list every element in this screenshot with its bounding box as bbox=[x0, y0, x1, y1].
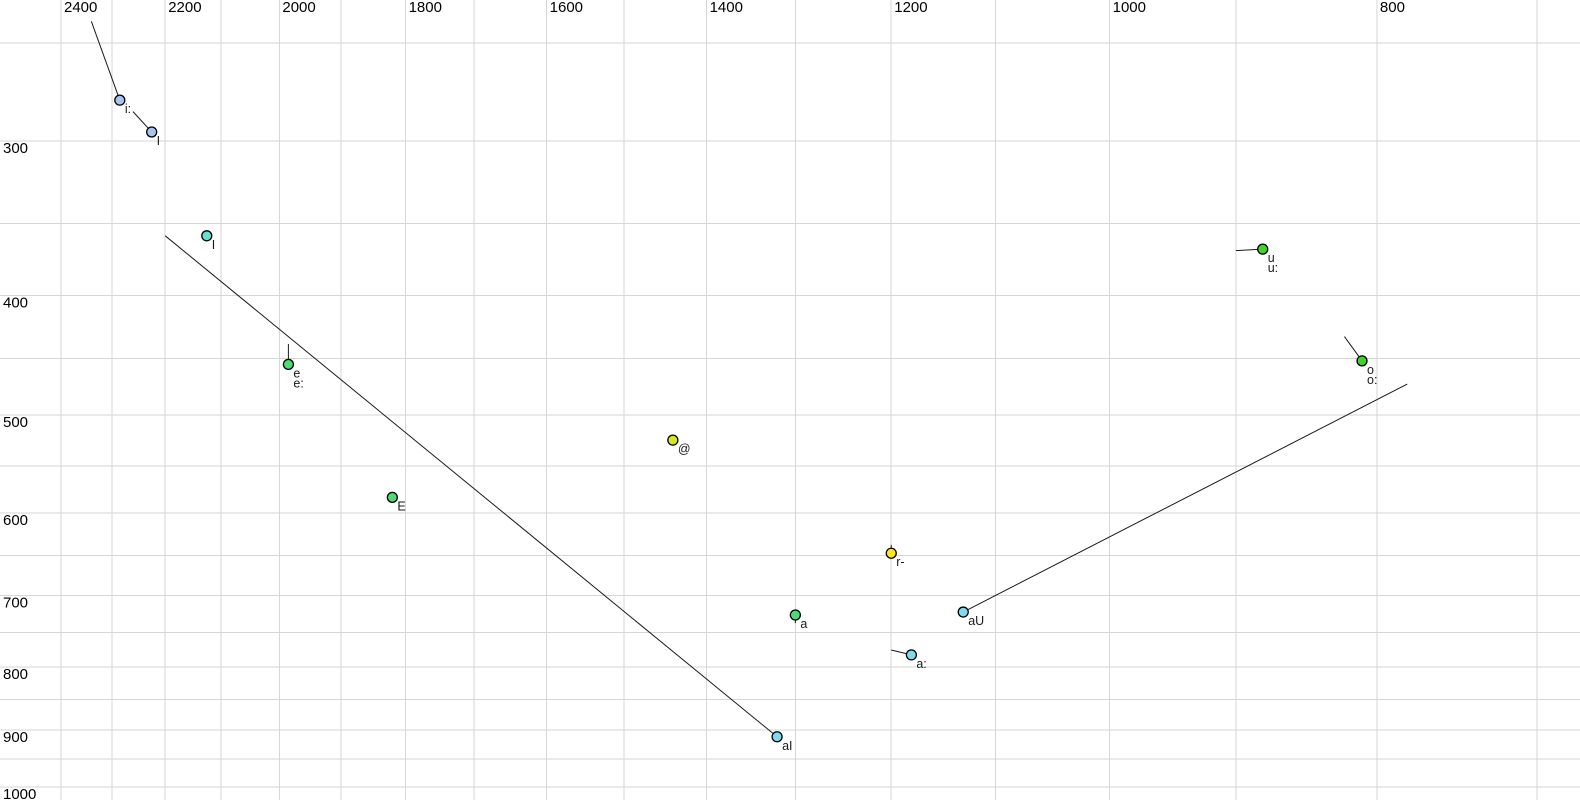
vowel-label-r-: r- bbox=[896, 555, 904, 569]
vowel-label-u-u:: u u: bbox=[1268, 251, 1278, 275]
vowel-label-a: a bbox=[800, 617, 807, 631]
x-tick-label-2200: 2200 bbox=[168, 0, 201, 16]
y-tick-label-600: 600 bbox=[3, 512, 28, 529]
vowel-label-a:: a: bbox=[916, 657, 926, 671]
vowel-point-a bbox=[789, 609, 802, 621]
glide-line-aI bbox=[164, 235, 778, 738]
vowel-label-E: E bbox=[397, 499, 405, 513]
tick-labels-layer: 2400 2200 2000 1800 1600 1400 1200 1000 800 300 40… bbox=[3, 0, 1405, 800]
y-tick-label-1000: 1000 bbox=[3, 786, 36, 800]
vowel-point-u-u: bbox=[1257, 243, 1269, 255]
vowel-label-line: i: bbox=[125, 102, 131, 116]
vowel-label-line: I bbox=[157, 134, 160, 148]
vowel-label-line: u: bbox=[1268, 261, 1278, 275]
vowel-label-line: I bbox=[212, 238, 215, 252]
vowel-point-aU bbox=[957, 606, 969, 618]
vowel-label-aU: aU bbox=[968, 614, 984, 628]
vowel-label-line: e: bbox=[293, 376, 303, 390]
vowel-label-line: e bbox=[293, 366, 300, 380]
y-tick-label-300: 300 bbox=[3, 140, 28, 157]
y-tick-label-500: 500 bbox=[3, 414, 28, 431]
vowel-label-line: u bbox=[1268, 251, 1275, 265]
x-tick-label-1000: 1000 bbox=[1113, 0, 1146, 16]
glide-line-aU bbox=[963, 383, 1408, 613]
vowel-label-line: E bbox=[397, 499, 405, 513]
vowel-label-I: I bbox=[212, 238, 215, 252]
vowel-label-e-e:: e e: bbox=[293, 366, 303, 390]
vowel-point-aI bbox=[771, 731, 783, 743]
y-tick-label-800: 800 bbox=[3, 666, 28, 683]
vowel-label-aI: aI bbox=[782, 739, 792, 753]
vowel-point-e-e: bbox=[282, 358, 295, 371]
vowel-point-@ bbox=[667, 434, 679, 446]
vowel-point-i: bbox=[114, 94, 126, 106]
vowel-points-layer bbox=[114, 94, 1368, 743]
y-tick-label-900: 900 bbox=[3, 729, 28, 746]
glide-lines-layer bbox=[90, 21, 1408, 738]
vowel-point-r- bbox=[885, 547, 897, 559]
glide-line-i: bbox=[90, 21, 121, 101]
vowel-label-line: o: bbox=[1367, 373, 1377, 387]
x-tick-label-2000: 2000 bbox=[282, 0, 315, 16]
vowel-label-i:: i: bbox=[125, 102, 131, 116]
x-tick-label-800: 800 bbox=[1380, 0, 1405, 16]
vowel-label-line: @ bbox=[678, 442, 691, 456]
vowel-label-I: I bbox=[157, 134, 160, 148]
vowel-label-line: a: bbox=[916, 657, 926, 671]
x-tick-label-2400: 2400 bbox=[64, 0, 97, 16]
vowel-labels-layer: i: I Ie e: E @ r-a a: aI aU u u: o o: bbox=[125, 102, 1378, 753]
vowel-label-line: aI bbox=[782, 739, 792, 753]
x-tick-label-1400: 1400 bbox=[710, 0, 743, 16]
vowel-point-I bbox=[201, 230, 213, 242]
y-tick-label-400: 400 bbox=[3, 294, 28, 311]
vowel-point-I bbox=[146, 126, 158, 138]
vowel-label-line: aU bbox=[968, 614, 984, 628]
vowel-label-line: r- bbox=[896, 555, 904, 569]
x-tick-label-1200: 1200 bbox=[894, 0, 927, 16]
x-tick-label-1600: 1600 bbox=[550, 0, 583, 16]
vowel-label-@: @ bbox=[678, 442, 691, 456]
vowel-point-a: bbox=[905, 649, 918, 661]
vowel-label-line: a bbox=[800, 617, 807, 631]
vowel-label-line: o bbox=[1367, 363, 1374, 377]
y-tick-label-700: 700 bbox=[3, 594, 28, 611]
vowel-label-o-o:: o o: bbox=[1367, 363, 1377, 387]
vowel-point-E bbox=[386, 491, 398, 504]
x-tick-label-1800: 1800 bbox=[409, 0, 442, 16]
vowel-point-o-o: bbox=[1356, 355, 1368, 367]
